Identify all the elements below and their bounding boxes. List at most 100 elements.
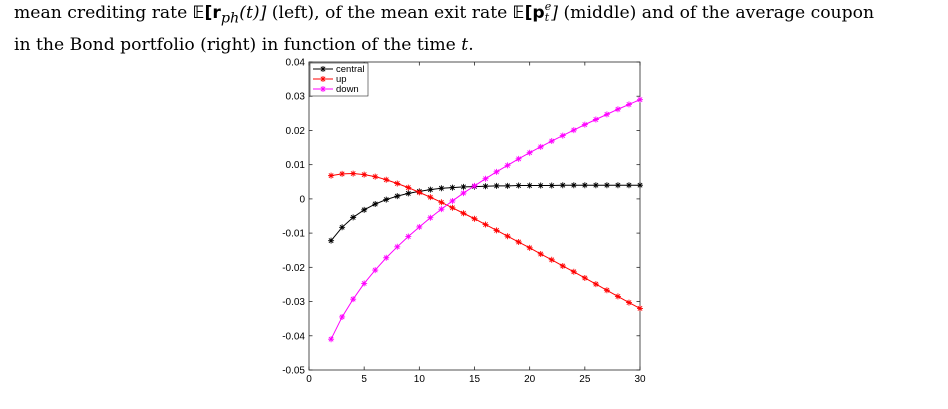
- x-tick-label: 30: [634, 374, 646, 385]
- data-point-central: [438, 185, 445, 192]
- legend-item-down: down: [313, 84, 359, 95]
- data-point-down: [559, 132, 566, 139]
- caption-math-t: t: [461, 35, 469, 56]
- legend-item-up: up: [313, 74, 347, 85]
- data-point-down: [603, 111, 610, 118]
- data-point-down: [526, 149, 533, 156]
- data-point-up: [559, 262, 566, 269]
- data-point-central: [603, 182, 610, 189]
- data-point-down: [328, 336, 335, 343]
- data-point-down: [350, 296, 357, 303]
- data-point-up: [449, 204, 456, 211]
- y-tick-label: -0.01: [282, 229, 305, 240]
- data-point-up: [592, 281, 599, 288]
- data-point-down: [449, 197, 456, 204]
- data-point-up: [339, 170, 346, 177]
- data-point-central: [427, 186, 434, 193]
- data-point-down: [416, 223, 423, 230]
- data-point-up: [361, 171, 368, 178]
- data-point-up: [372, 173, 379, 180]
- data-point-down: [570, 127, 577, 134]
- data-point-up: [526, 244, 533, 251]
- caption-line-2: in the Bond portfolio (right) in functio…: [14, 32, 948, 59]
- data-point-down: [581, 121, 588, 128]
- data-point-down: [427, 214, 434, 221]
- data-point-down: [515, 155, 522, 162]
- data-point-central: [493, 182, 500, 189]
- legend-label: central: [336, 64, 365, 75]
- y-tick-label: 0.02: [286, 126, 306, 137]
- data-point-down: [504, 162, 511, 169]
- series-up: [328, 170, 643, 312]
- caption-math-sup: e: [544, 0, 552, 13]
- data-point-central: [526, 182, 533, 189]
- data-point-up: [350, 170, 357, 177]
- data-point-up: [438, 199, 445, 206]
- data-point-up: [460, 210, 467, 217]
- series-central: [328, 182, 643, 244]
- caption-math-exit-rate: 𝔼[p e t]: [512, 0, 558, 24]
- data-point-up: [416, 189, 423, 196]
- caption-math-part: 𝔼[r: [192, 3, 221, 23]
- data-point-central: [361, 206, 368, 213]
- data-point-down: [482, 175, 489, 182]
- data-point-up: [570, 268, 577, 275]
- legend-label: up: [336, 74, 347, 85]
- data-point-up: [493, 227, 500, 234]
- data-point-up: [427, 194, 434, 201]
- data-point-central: [625, 182, 632, 189]
- data-point-central: [372, 201, 379, 208]
- caption-math-part: (t)]: [239, 3, 267, 23]
- caption-math-sub: ph: [220, 10, 240, 27]
- data-point-down: [438, 206, 445, 213]
- series-down: [328, 96, 643, 343]
- legend-label: down: [336, 84, 359, 95]
- data-point-central: [570, 182, 577, 189]
- y-tick-label: -0.05: [282, 366, 305, 377]
- data-point-central: [350, 214, 357, 221]
- data-point-down: [493, 168, 500, 175]
- data-point-down: [637, 96, 643, 103]
- legend-marker: [320, 86, 326, 92]
- y-tick-label: -0.02: [282, 263, 305, 274]
- data-point-down: [471, 182, 478, 189]
- data-point-central: [504, 182, 511, 189]
- data-point-down: [372, 267, 379, 274]
- data-point-down: [394, 243, 401, 250]
- data-point-down: [361, 280, 368, 287]
- axis-ticks: 0 5 10 15 20 25 30 -0.05 -0.04 -0.03 -0.02 -0.01 0 0.…: [282, 58, 646, 386]
- data-point-up: [625, 299, 632, 306]
- y-tick-label: -0.04: [282, 331, 305, 342]
- data-point-down: [339, 313, 346, 320]
- x-tick-label: 20: [524, 374, 536, 385]
- x-tick-label: 5: [361, 374, 367, 385]
- figure-caption: mean crediting rate 𝔼[rph(t)] (left), of…: [14, 0, 948, 59]
- data-point-central: [548, 182, 555, 189]
- data-point-down: [625, 101, 632, 108]
- caption-text: mean crediting rate: [14, 3, 193, 23]
- data-point-central: [559, 182, 566, 189]
- data-point-up: [515, 239, 522, 246]
- data-point-down: [537, 143, 544, 150]
- caption-line-1: mean crediting rate 𝔼[rph(t)] (left), of…: [14, 0, 948, 32]
- data-point-central: [394, 193, 401, 200]
- data-point-central: [405, 190, 412, 197]
- x-tick-label: 15: [469, 374, 481, 385]
- caption-text: in the Bond portfolio (right) in functio…: [14, 35, 462, 56]
- data-point-up: [548, 256, 555, 263]
- data-point-down: [614, 106, 621, 113]
- caption-math-part: 𝔼[p: [512, 3, 545, 23]
- data-point-central: [383, 196, 390, 203]
- data-point-down: [548, 138, 555, 145]
- data-point-central: [581, 182, 588, 189]
- data-point-up: [504, 233, 511, 240]
- y-tick-label: 0.01: [286, 160, 306, 171]
- data-point-down: [460, 190, 467, 197]
- data-point-down: [592, 116, 599, 123]
- data-point-central: [460, 183, 467, 190]
- caption-math-part: ]: [551, 3, 558, 23]
- x-tick-label: 0: [306, 374, 312, 385]
- data-point-up: [394, 180, 401, 187]
